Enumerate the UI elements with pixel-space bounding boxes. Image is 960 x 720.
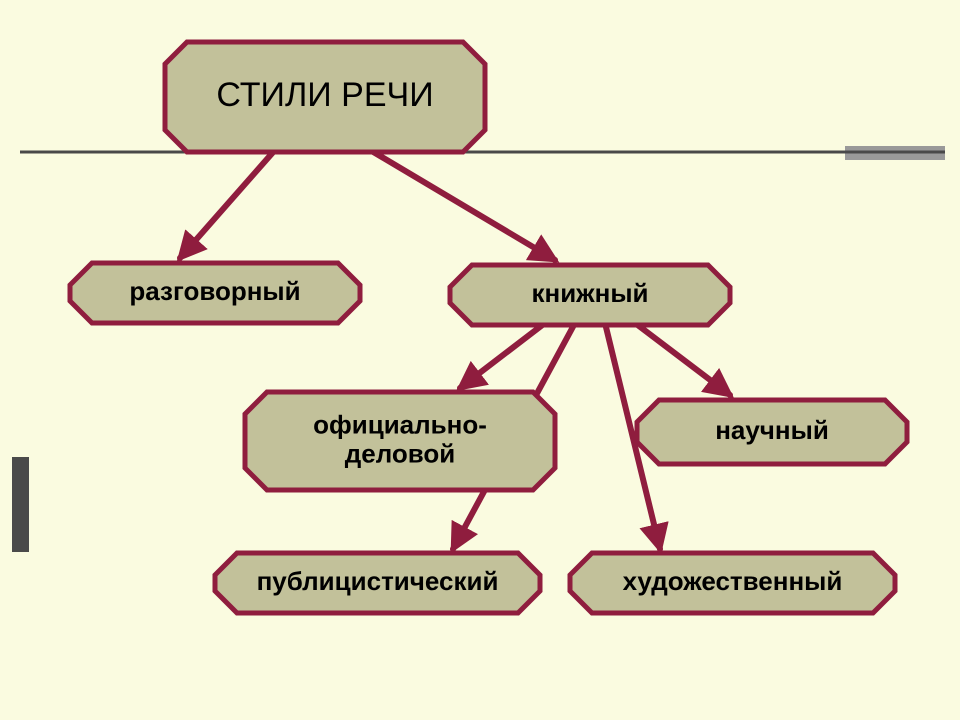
diagram-stage: СТИЛИ РЕЧИразговорныйкнижныйофициально-д…	[0, 0, 960, 720]
node-label-n1: разговорный	[129, 276, 300, 306]
node-label-n4: научный	[715, 415, 829, 445]
node-label-n5: публицистический	[257, 566, 499, 596]
diagram-svg: СТИЛИ РЕЧИразговорныйкнижныйофициально-д…	[0, 0, 960, 720]
node-label-n2: книжный	[531, 278, 648, 308]
node-label-n6: художественный	[623, 566, 843, 596]
accent-bar-left	[12, 457, 29, 552]
node-label-root: СТИЛИ РЕЧИ	[216, 76, 433, 114]
